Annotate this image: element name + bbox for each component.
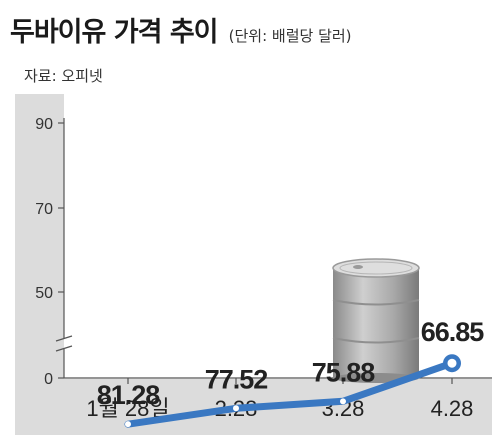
data-point	[340, 398, 346, 405]
plot-area	[64, 94, 492, 379]
data-label: 66.85	[421, 317, 485, 347]
barrel-cap	[353, 265, 363, 269]
source-label: 자료: 오피넷	[24, 67, 103, 85]
chart-header: 두바이유 가격 추이 (단위: 배럴당 달러)	[10, 10, 352, 49]
barrel-lid-rim	[339, 261, 413, 275]
data-point-center	[447, 358, 457, 368]
data-point	[125, 421, 131, 428]
series-line	[124, 359, 456, 428]
chart-title: 두바이유 가격 추이	[10, 17, 219, 48]
barrel-rib	[332, 337, 420, 344]
barrel-rib	[332, 299, 420, 306]
unit-label: (단위: 배럴당 달러)	[228, 27, 352, 45]
x-tick-label: 4.28	[431, 396, 474, 421]
data-point	[233, 405, 239, 412]
data-label: 77.52	[205, 364, 268, 394]
barrel-body	[333, 268, 419, 378]
data-label: 75.88	[312, 357, 376, 387]
y-tick-label: 0	[44, 371, 53, 388]
y-tick-label: 90	[35, 116, 53, 133]
y-tick-label: 70	[35, 201, 53, 218]
axis-break-mark	[55, 335, 73, 352]
data-label: 81.28	[97, 380, 161, 410]
y-tick-label: 50	[35, 285, 53, 302]
